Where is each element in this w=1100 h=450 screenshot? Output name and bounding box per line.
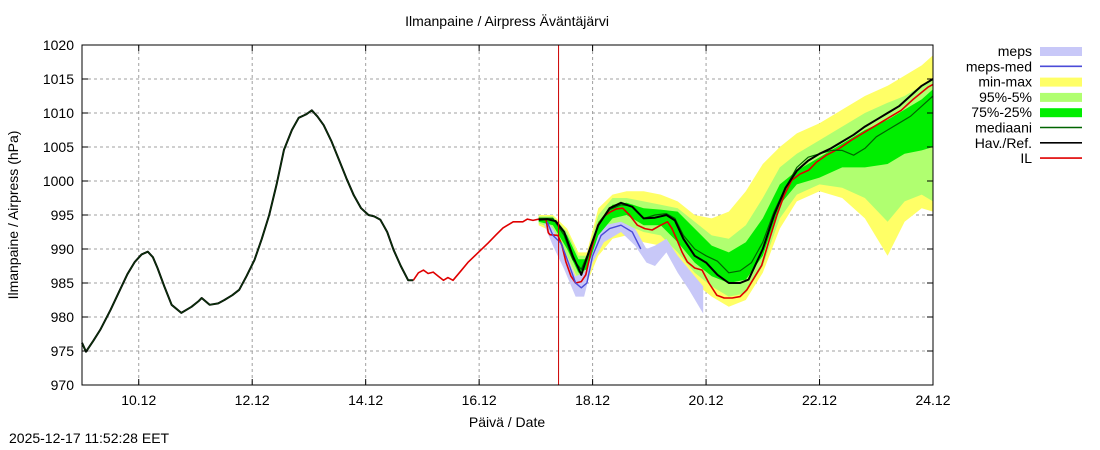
legend-swatch <box>1040 108 1082 118</box>
series-mediaani-history <box>81 109 414 353</box>
series-il <box>412 83 934 299</box>
band-p75_25 <box>538 89 933 283</box>
bands <box>538 55 933 314</box>
x-tick-label: 18.12 <box>575 392 610 408</box>
x-tick-label: 20.12 <box>689 392 724 408</box>
grid <box>82 45 933 385</box>
y-tick-label: 995 <box>51 207 75 223</box>
y-tick-label: 1020 <box>43 37 74 53</box>
legend-label: IL <box>1020 150 1032 166</box>
band-min_max <box>538 55 933 307</box>
legend-label: meps-med <box>966 58 1032 74</box>
band-meps <box>544 218 704 314</box>
x-tick-label: 14.12 <box>348 392 383 408</box>
x-tick-label: 12.12 <box>235 392 270 408</box>
legend-label: min-max <box>978 74 1032 90</box>
x-tick-label: 10.12 <box>121 392 156 408</box>
timestamp: 2025-12-17 11:52:28 EET <box>9 430 170 446</box>
y-tick-label: 985 <box>51 275 75 291</box>
x-axis: 10.12 12.12 14.12 16.12 18.12 20.12 22.12 24.12 <box>121 45 951 408</box>
y-tick-label: 975 <box>51 343 75 359</box>
y-tick-label: 1005 <box>43 139 74 155</box>
y-tick-label: 1000 <box>43 173 74 189</box>
legend-swatch <box>1040 92 1082 102</box>
legend-label: meps <box>998 43 1032 59</box>
legend: mepsmeps-medmin-max95%-5%75%-25%mediaani… <box>966 43 1082 166</box>
series-lines <box>81 78 934 353</box>
x-axis-label: Päivä / Date <box>469 414 545 430</box>
legend-label: 75%-25% <box>971 104 1032 120</box>
chart-title: Ilmanpaine / Airpress Äväntäjärvi <box>405 13 609 29</box>
x-tick-label: 16.12 <box>462 392 497 408</box>
y-axis-label: Ilmanpaine / Airpress (hPa) <box>5 131 21 300</box>
legend-label: mediaani <box>975 120 1032 136</box>
band-p95_5 <box>538 79 933 297</box>
legend-label: Hav./Ref. <box>975 135 1032 151</box>
y-axis: 970 975 980 985 990 995 1000 1005 1010 1015 1020 <box>43 37 933 393</box>
x-tick-label: 22.12 <box>802 392 837 408</box>
x-tick-label: 24.12 <box>915 392 950 408</box>
series-meps-med <box>546 221 642 289</box>
y-tick-label: 1010 <box>43 105 74 121</box>
legend-swatch <box>1040 47 1082 56</box>
y-tick-label: 1015 <box>43 71 74 87</box>
y-tick-label: 970 <box>51 377 75 393</box>
legend-label: 95%-5% <box>979 89 1032 105</box>
legend-swatch <box>1040 77 1082 87</box>
y-tick-label: 990 <box>51 241 75 257</box>
y-tick-label: 980 <box>51 309 75 325</box>
series-hav-ref-forecast <box>538 78 934 284</box>
